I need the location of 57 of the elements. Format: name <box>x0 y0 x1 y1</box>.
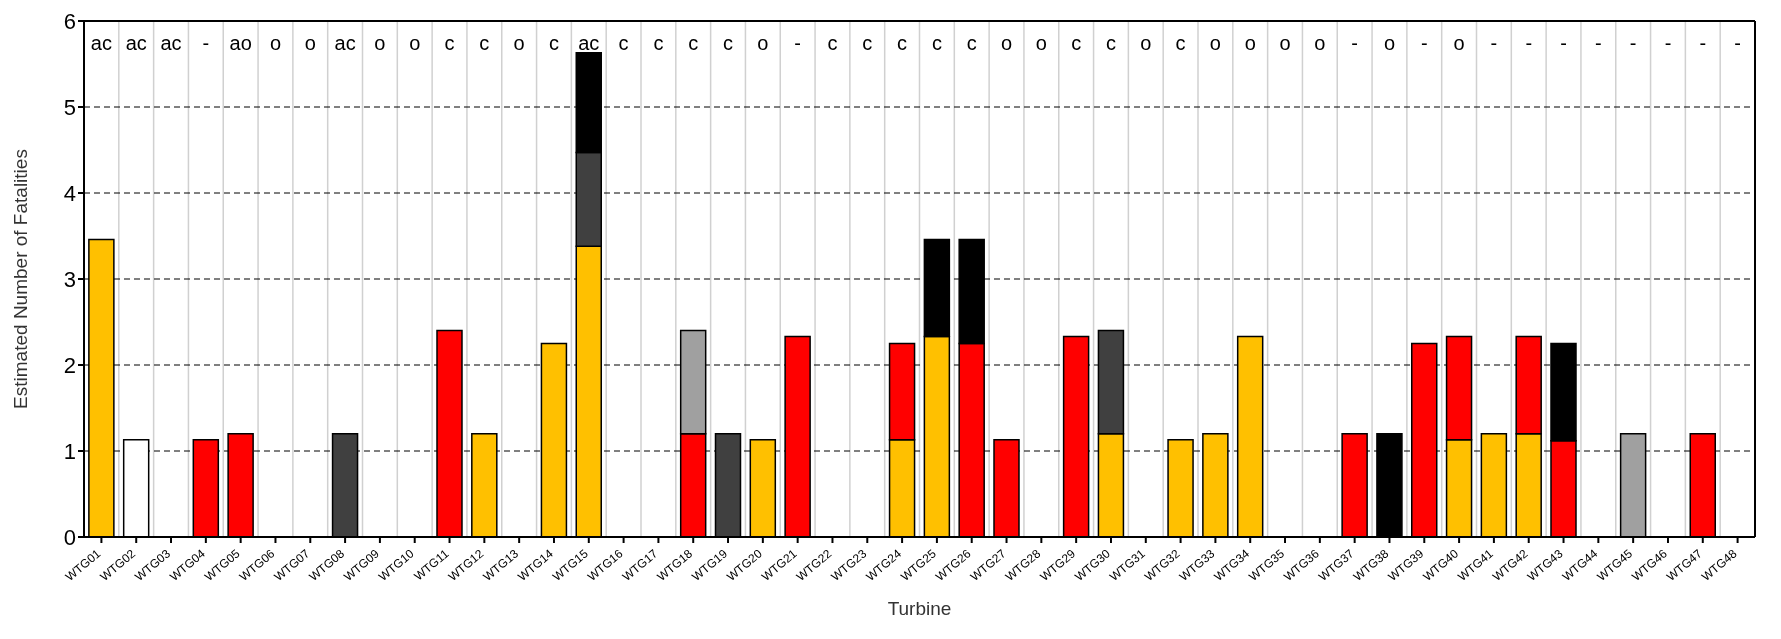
annotation: c <box>687 32 700 54</box>
annotation: - <box>1350 32 1359 54</box>
annotation: c <box>1104 32 1117 54</box>
annotation: o <box>999 32 1014 54</box>
annotation: - <box>1594 32 1603 54</box>
annotation: c <box>861 32 874 54</box>
y-tick-label: 3 <box>63 266 76 292</box>
annotation: o <box>1139 32 1153 54</box>
x-axis-title: Turbine <box>887 598 952 619</box>
annotation: o <box>268 32 283 54</box>
annotation: o <box>1452 32 1466 54</box>
annotation: o <box>1382 32 1397 54</box>
annotation: c <box>1174 32 1187 54</box>
annotation: o <box>1313 32 1327 54</box>
annotation: o <box>512 32 526 54</box>
annotation: o <box>1243 32 1257 54</box>
annotation: o <box>373 32 387 54</box>
annotation: ac <box>159 32 183 54</box>
annotation: - <box>1733 32 1742 54</box>
annotation: o <box>1278 32 1292 54</box>
annotation: - <box>1489 32 1499 54</box>
annotation: c <box>478 32 491 54</box>
annotation: o <box>1034 32 1048 54</box>
y-tick-label: 2 <box>63 352 76 378</box>
y-tick-label: 6 <box>63 8 76 34</box>
annotation: c <box>547 32 560 54</box>
annotation: c <box>722 32 735 54</box>
annotation: o <box>756 32 770 54</box>
y-tick-label: 5 <box>63 94 76 120</box>
annotation: c <box>930 32 943 54</box>
annotation: c <box>826 32 839 54</box>
annotation: c <box>652 32 665 54</box>
annotation: - <box>1663 32 1673 54</box>
annotation: o <box>303 32 317 54</box>
y-tick-label: 0 <box>63 524 76 550</box>
annotation: ao <box>228 32 253 54</box>
annotation: o <box>1208 32 1222 54</box>
annotation: ac <box>333 32 357 54</box>
annotation: c <box>965 32 978 54</box>
annotation: - <box>1419 32 1429 54</box>
annotation: ac <box>89 32 113 54</box>
annotation: - <box>1524 32 1534 54</box>
annotation: ac <box>124 32 148 54</box>
annotation: c <box>896 32 909 54</box>
annotation: o <box>408 32 422 54</box>
annotation: - <box>201 32 211 54</box>
annotation: c <box>1070 32 1083 54</box>
annotation: c <box>443 32 456 54</box>
y-tick-label: 4 <box>63 180 76 206</box>
y-tick-label: 1 <box>63 438 76 464</box>
y-axis-title: Estimated Number of Fatalities <box>9 149 31 409</box>
annotation: c <box>617 32 630 54</box>
annotation: - <box>1628 32 1638 54</box>
annotation: - <box>1698 32 1708 54</box>
annotation: - <box>793 32 802 54</box>
annotation: - <box>1559 32 1568 54</box>
annotation: ac <box>577 32 601 54</box>
